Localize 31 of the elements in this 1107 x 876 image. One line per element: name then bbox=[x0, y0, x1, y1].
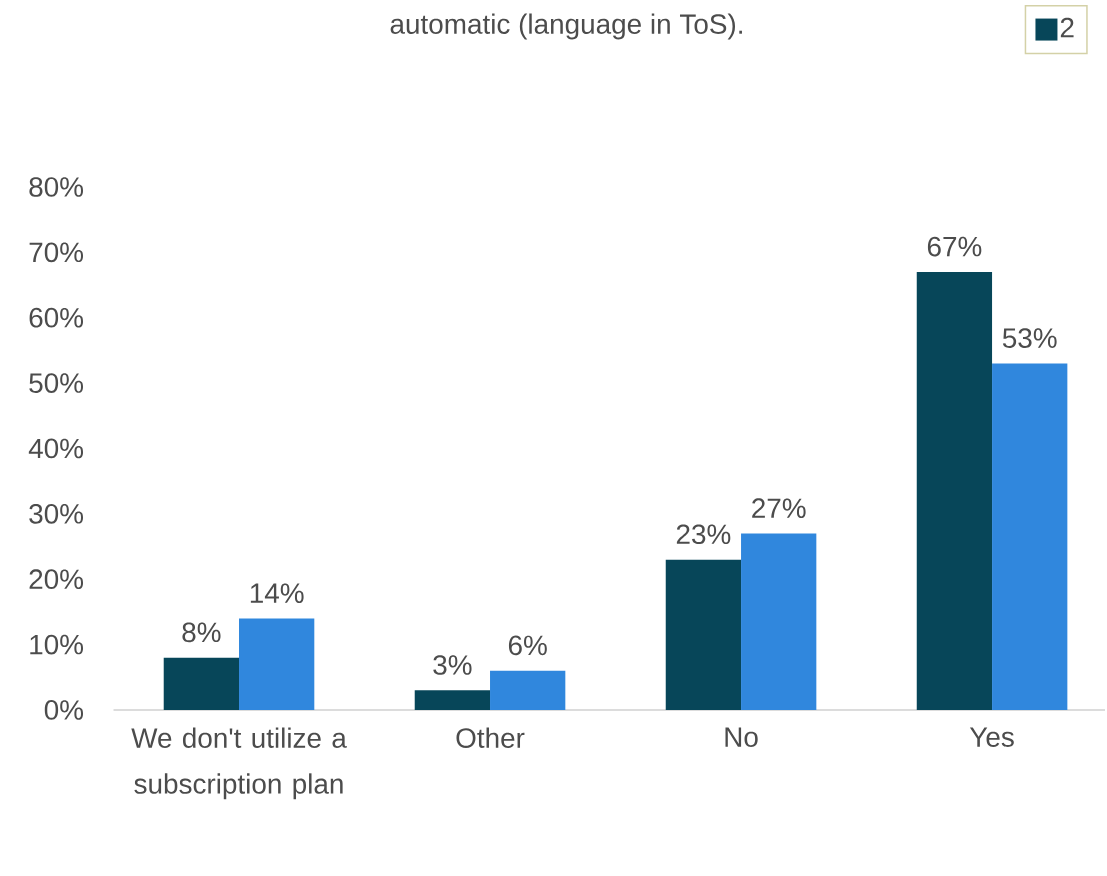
bar bbox=[414, 690, 491, 710]
data-label: 53% bbox=[1002, 328, 1057, 348]
x-tick-label: Yes bbox=[969, 727, 1014, 747]
bar bbox=[490, 670, 566, 710]
data-label: 23% bbox=[676, 524, 731, 545]
y-tick-label: 80% bbox=[29, 177, 84, 197]
x-tick-label: No bbox=[725, 727, 758, 747]
x-tick-label: We don't utilize a subscription plan bbox=[131, 727, 347, 800]
y-tick-label: 70% bbox=[29, 242, 84, 263]
y-tick-label: 10% bbox=[30, 634, 84, 655]
bar bbox=[665, 559, 742, 710]
y-tick-label: 0% bbox=[44, 700, 84, 720]
y-tick-label: 20% bbox=[29, 569, 84, 590]
bar bbox=[239, 618, 315, 710]
bar bbox=[916, 271, 993, 710]
y-tick-label: 30% bbox=[29, 504, 84, 524]
legend-label: 2 bbox=[1060, 17, 1074, 38]
data-label: 6% bbox=[508, 635, 547, 656]
chart-title: automatic (language in ToS). bbox=[390, 13, 742, 40]
data-label: 67% bbox=[927, 236, 982, 257]
y-tick-label: 60% bbox=[29, 307, 84, 328]
data-label: 3% bbox=[433, 655, 472, 675]
bar bbox=[163, 657, 240, 710]
data-label: 27% bbox=[752, 498, 806, 518]
y-tick-label: 50% bbox=[29, 373, 84, 393]
y-tick-label: 40% bbox=[28, 438, 84, 459]
data-label: 14% bbox=[250, 583, 304, 603]
data-label: 8% bbox=[182, 622, 221, 643]
x-tick-label: Other bbox=[456, 727, 525, 748]
bar bbox=[741, 533, 817, 710]
bar bbox=[992, 363, 1068, 710]
